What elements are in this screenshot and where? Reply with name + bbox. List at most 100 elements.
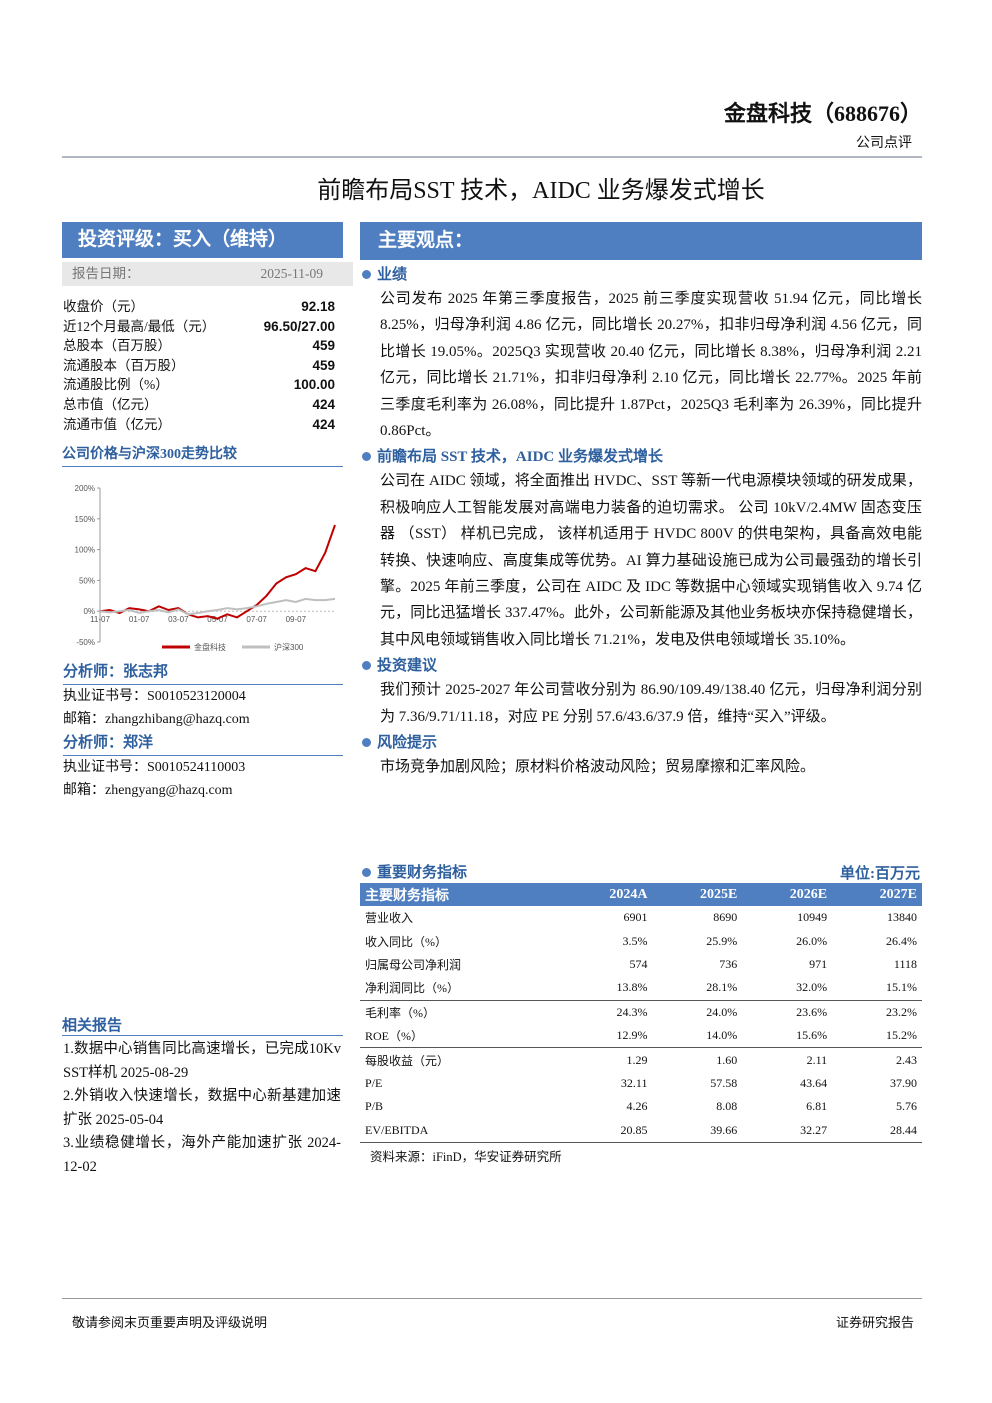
table-cell: 6901 — [623, 910, 648, 925]
table-cell: 14.0% — [652, 1023, 743, 1049]
table-cell: 3.5% — [622, 933, 648, 948]
table-cell: ROE（%） — [360, 1023, 562, 1049]
table-row: 营业收入 6901 8690 10949 13840 — [360, 906, 922, 929]
stock-value: 100.00 — [293, 377, 335, 393]
table-cell: 26.0% — [796, 933, 828, 948]
section-text: 市场竞争加剧风险；原材料价格波动风险；贸易摩擦和汇率风险。 — [380, 759, 816, 776]
table-cell: 971 — [809, 956, 828, 971]
legend-label: 沪深300 — [274, 642, 304, 652]
table-cell: 24.0% — [706, 1004, 738, 1019]
section-text: 我们预计 2025-2027 年公司营收分别为 86.90/109.49/138… — [380, 682, 922, 725]
y-tick-label: 100% — [75, 546, 95, 555]
table-row: P/E 32.11 57.58 43.64 37.90 — [360, 1072, 922, 1095]
analyst-name: 分析师：张志邦 — [63, 660, 343, 685]
table-unit: 单位:百万元 — [840, 866, 920, 882]
section-heading: 业绩 — [362, 264, 922, 286]
date: 2025-11-09 — [260, 266, 324, 281]
y-tick-label: 50% — [79, 576, 95, 585]
table-cell: 26.4% — [886, 933, 917, 948]
stock-value: 96.50/27.00 — [263, 318, 335, 334]
stock-row: 流通股本（百万股） 459 — [63, 356, 335, 376]
table-row: 净利润同比（%） 13.8% 28.1% 32.0% 15.1% — [360, 976, 922, 1001]
financial-table: 主要财务指标 2024A 2025E 2026E 2027E 营业收入 6901 8690 10… — [360, 883, 922, 1143]
related-title: 相关报告 — [62, 1014, 343, 1036]
table-cell: 毛利率（%） — [365, 1005, 435, 1020]
x-tick-label: 11-07 — [90, 615, 110, 624]
stock-row: 近12个月最高/最低（元） 96.50/27.00 — [63, 317, 335, 337]
stock-row: 流通市值（亿元） 424 — [63, 415, 335, 435]
table-cell: 2.11 — [806, 1052, 828, 1067]
main-points: 业绩公司发布 2025 年第三季度报告，2025 前三季度实现营收 51.94 … — [362, 262, 922, 783]
section-text: 公司发布 2025 年第三季度报告，2025 前三季度实现营收 51.94 亿元… — [380, 291, 922, 440]
stock-label: 收盘价（元） — [63, 299, 144, 314]
analyst-name: 分析师：郑洋 — [63, 731, 343, 756]
main-title: 主要观点： — [360, 222, 922, 260]
company: 金盘科技（688676） — [723, 101, 922, 126]
section-heading: 前瞻布局 SST 技术，AIDC 业务爆发式增长 — [362, 446, 922, 468]
series-line — [99, 524, 336, 620]
table-cell: 15.2% — [832, 1023, 922, 1049]
stock-row: 流通股比例（%） 100.00 — [63, 375, 335, 395]
y-tick-label: 150% — [75, 515, 95, 524]
table-cell: 收入同比（%） — [365, 934, 447, 949]
table-cell: 10949 — [797, 910, 828, 925]
footer-right: 证券研究报告 — [835, 1315, 914, 1330]
table-cell: 15.1% — [832, 976, 922, 1001]
table-cell: 24.3% — [616, 1004, 648, 1019]
related-item: 3.业绩稳健增长，海外产能加速扩张 2024-12-02 — [63, 1135, 341, 1175]
analyst-cert: 执业证书号：S0010524110003 — [63, 760, 246, 775]
stock-row: 总股本（百万股） 459 — [63, 336, 335, 356]
table-cell: 12.9% — [561, 1023, 653, 1049]
analyst-cert: 执业证书号：S0010523120004 — [63, 689, 246, 704]
table-cell: 736 — [719, 956, 738, 971]
header-cell: 2025E — [652, 883, 743, 906]
stock-row: 总市值（亿元） 424 — [63, 395, 335, 415]
table-cell: 43.64 — [800, 1075, 828, 1090]
table-cell: 15.6% — [742, 1023, 833, 1049]
stock-value: 459 — [312, 338, 335, 354]
stock-label: 流通市值（亿元） — [63, 416, 171, 432]
table-cell: 归属母公司净利润 — [365, 957, 462, 972]
related-item: 2.外销收入快速增长，数据中心新基建加速扩张 2025-05-04 — [63, 1088, 341, 1128]
stock-label: 总市值（亿元） — [63, 396, 158, 412]
stock-label: 近12个月最高/最低（元） — [63, 318, 216, 334]
table-row: ROE（%） 12.9% 14.0% 15.6% 15.2% — [360, 1023, 922, 1049]
table-cell: 5.76 — [896, 1099, 917, 1114]
price-chart: 200% 150% 100% 50% 0% -50% 11-07 01-07 03-07 05-0… — [75, 484, 336, 652]
header-cell: 主要财务指标 — [360, 883, 562, 906]
table-cell: 37.90 — [890, 1075, 917, 1090]
table-cell: 39.66 — [652, 1118, 743, 1143]
table-cell: 1.60 — [716, 1052, 738, 1067]
table-cell: P/E — [365, 1075, 383, 1090]
table-cell: 25.9% — [706, 933, 738, 948]
header-cell: 2026E — [742, 883, 833, 906]
stock-info: 收盘价（元） 92.18 近12个月最高/最低（元） 96.50/27.00 总股本（百… — [63, 297, 335, 434]
stock-value: 459 — [312, 357, 335, 373]
table-cell: 23.6% — [796, 1004, 828, 1019]
table-cell: 20.85 — [561, 1118, 653, 1143]
related-list: 1.数据中心销售同比高速增长，已完成10Kv SST样机 2025-08-29 2… — [63, 1038, 341, 1179]
analyst-email: 邮箱：zhengyang@hazq.com — [63, 783, 233, 798]
section-text: 公司在 AIDC 领域，将全面推出 HVDC、SST 等新一代电源模块领域的研发… — [380, 473, 922, 648]
header-cell: 2024A — [561, 883, 653, 906]
table-cell: 13.8% — [561, 976, 653, 1001]
date-row: 报告日期： 2025-11-09 — [62, 262, 353, 286]
x-tick-label: 07-07 — [246, 615, 267, 624]
analysts: 分析师：张志邦 执业证书号：S0010523120004 邮箱：zhangzhiba… — [63, 660, 343, 802]
section-heading: 投资建议 — [362, 655, 922, 677]
table-cell: 1.29 — [626, 1052, 648, 1067]
table-cell: 28.44 — [832, 1118, 922, 1143]
table-cell: 1118 — [893, 956, 917, 971]
x-tick-label: 01-07 — [129, 615, 150, 624]
table-cell: EV/EBITDA — [360, 1118, 562, 1143]
stock-label: 流通股本（百万股） — [63, 357, 185, 373]
table-cell: 2.43 — [896, 1052, 917, 1067]
divider — [62, 156, 922, 158]
table-cell: 574 — [629, 956, 648, 971]
stock-row: 收盘价（元） 92.18 — [63, 297, 335, 317]
rating: 投资评级：买入（维持） — [62, 222, 343, 258]
y-tick-label: -50% — [76, 638, 95, 647]
table-cell: 23.2% — [886, 1004, 917, 1019]
legend-label: 金盘科技 — [194, 642, 226, 652]
